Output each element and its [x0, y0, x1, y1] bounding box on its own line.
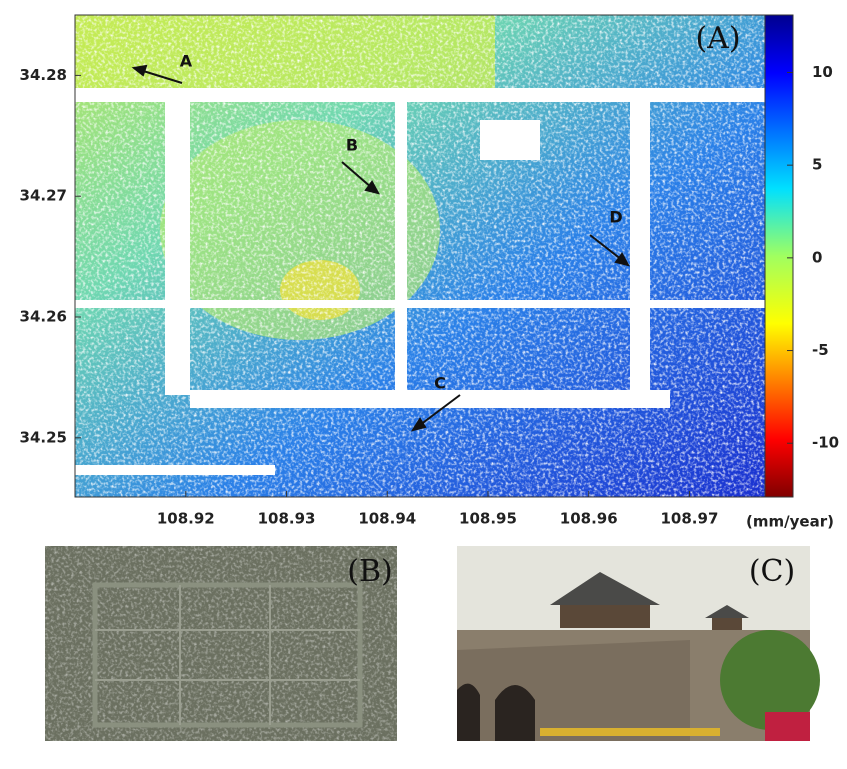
panel-label: (C) — [749, 554, 795, 589]
colorbar-tick-label: 5 — [812, 156, 822, 174]
x-tick-label: 108.93 — [258, 510, 316, 528]
colorbar — [765, 15, 793, 497]
colorbar-unit: (mm/year) — [746, 513, 834, 531]
x-tick-label: 108.97 — [661, 510, 719, 528]
annotation-label: A — [180, 52, 193, 71]
x-tick-label: 108.92 — [157, 510, 215, 528]
panel-label: (A) — [695, 21, 740, 56]
figure: (A) (mm/year) (B) (C) 108.92 108.93 108.94… — [0, 0, 847, 769]
panel-label: (B) — [347, 554, 392, 589]
colorbar-tick-label: 0 — [812, 248, 822, 266]
colorbar-tick-label: 10 — [812, 63, 833, 81]
y-tick-label: 34.27 — [20, 187, 67, 205]
colorbar-tick-label: -5 — [812, 341, 829, 359]
colorbar-tick-label: -10 — [812, 434, 839, 452]
y-tick-label: 34.25 — [20, 428, 67, 446]
x-tick-label: 108.94 — [358, 510, 416, 528]
x-tick-label: 108.95 — [459, 510, 517, 528]
annotation-label: C — [434, 374, 446, 393]
annotation-label: B — [346, 136, 358, 155]
x-tick-label: 108.96 — [560, 510, 618, 528]
satellite-image — [45, 546, 397, 741]
y-tick-label: 34.28 — [20, 66, 67, 84]
y-tick-label: 34.26 — [20, 308, 67, 326]
annotation-label: D — [609, 208, 622, 227]
